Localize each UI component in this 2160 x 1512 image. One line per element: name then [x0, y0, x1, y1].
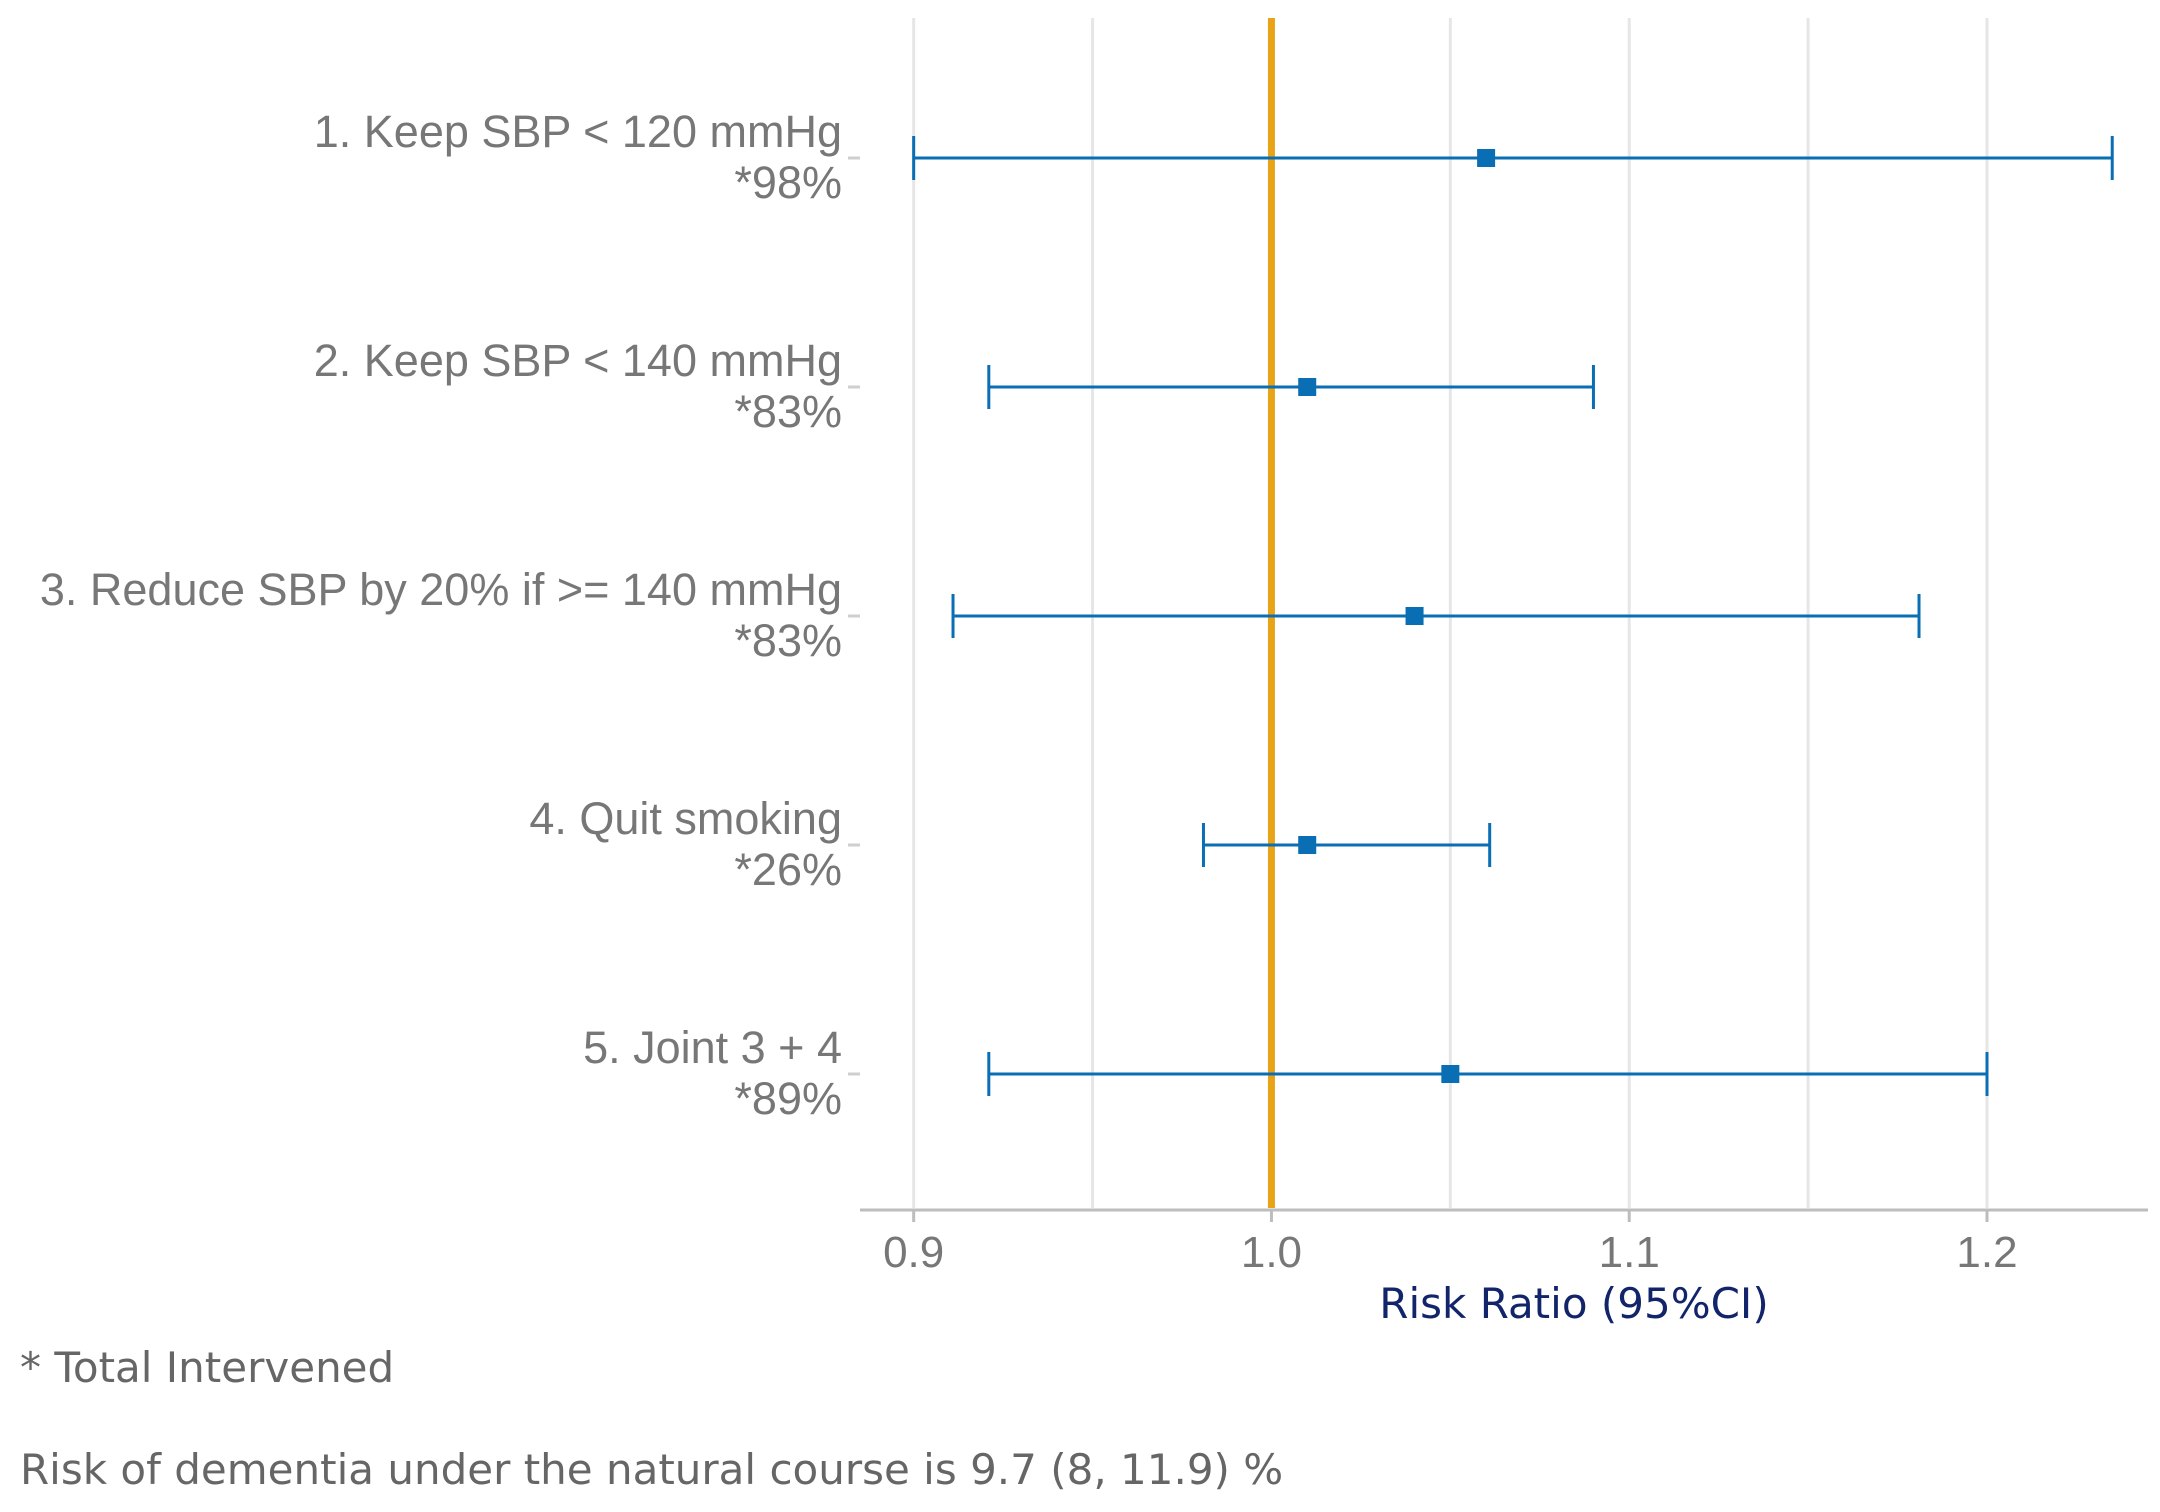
natural-course-note: Risk of dementia under the natural cours…: [20, 1445, 1283, 1494]
point-estimate: [1298, 378, 1317, 396]
forest-row: 4. Quit smoking*26%: [529, 793, 1492, 895]
forest-row: 5. Joint 3 + 4*89%: [583, 1022, 1989, 1124]
x-tick-label: 0.9: [883, 1228, 944, 1277]
row-label: 2. Keep SBP < 140 mmHg: [314, 335, 842, 386]
row-intervened-percent: *26%: [734, 844, 842, 895]
x-tick-label: 1.2: [1956, 1228, 2017, 1277]
x-tick-label: 1.0: [1241, 1228, 1302, 1277]
row-intervened-percent: *83%: [734, 386, 842, 437]
forest-row: 3. Reduce SBP by 20% if >= 140 mmHg*83%: [40, 564, 1921, 666]
x-axis-title: Risk Ratio (95%CI): [1379, 1279, 1768, 1328]
total-intervened-note: * Total Intervened: [20, 1343, 394, 1392]
row-intervened-percent: *89%: [734, 1073, 842, 1124]
point-estimate: [1405, 607, 1424, 625]
forest-rows: 1. Keep SBP < 120 mmHg*98% 2. Keep SBP < …: [40, 106, 2114, 1124]
row-intervened-percent: *83%: [734, 615, 842, 666]
forest-row: 2. Keep SBP < 140 mmHg*83%: [314, 335, 1595, 437]
row-label: 3. Reduce SBP by 20% if >= 140 mmHg: [40, 564, 842, 615]
row-intervened-percent: *98%: [734, 157, 842, 208]
row-label: 1. Keep SBP < 120 mmHg: [314, 106, 842, 157]
point-estimate: [1477, 149, 1496, 167]
forest-row: 1. Keep SBP < 120 mmHg*98%: [314, 106, 2114, 208]
x-tick-label: 1.1: [1599, 1228, 1660, 1277]
point-estimate: [1298, 836, 1317, 854]
point-estimate: [1441, 1065, 1460, 1083]
x-axis-ticks: 0.9 1.0 1.1 1.2: [883, 1210, 2018, 1277]
row-label: 5. Joint 3 + 4: [583, 1022, 842, 1073]
row-label: 4. Quit smoking: [529, 793, 842, 844]
gridlines: [912, 18, 1989, 1208]
